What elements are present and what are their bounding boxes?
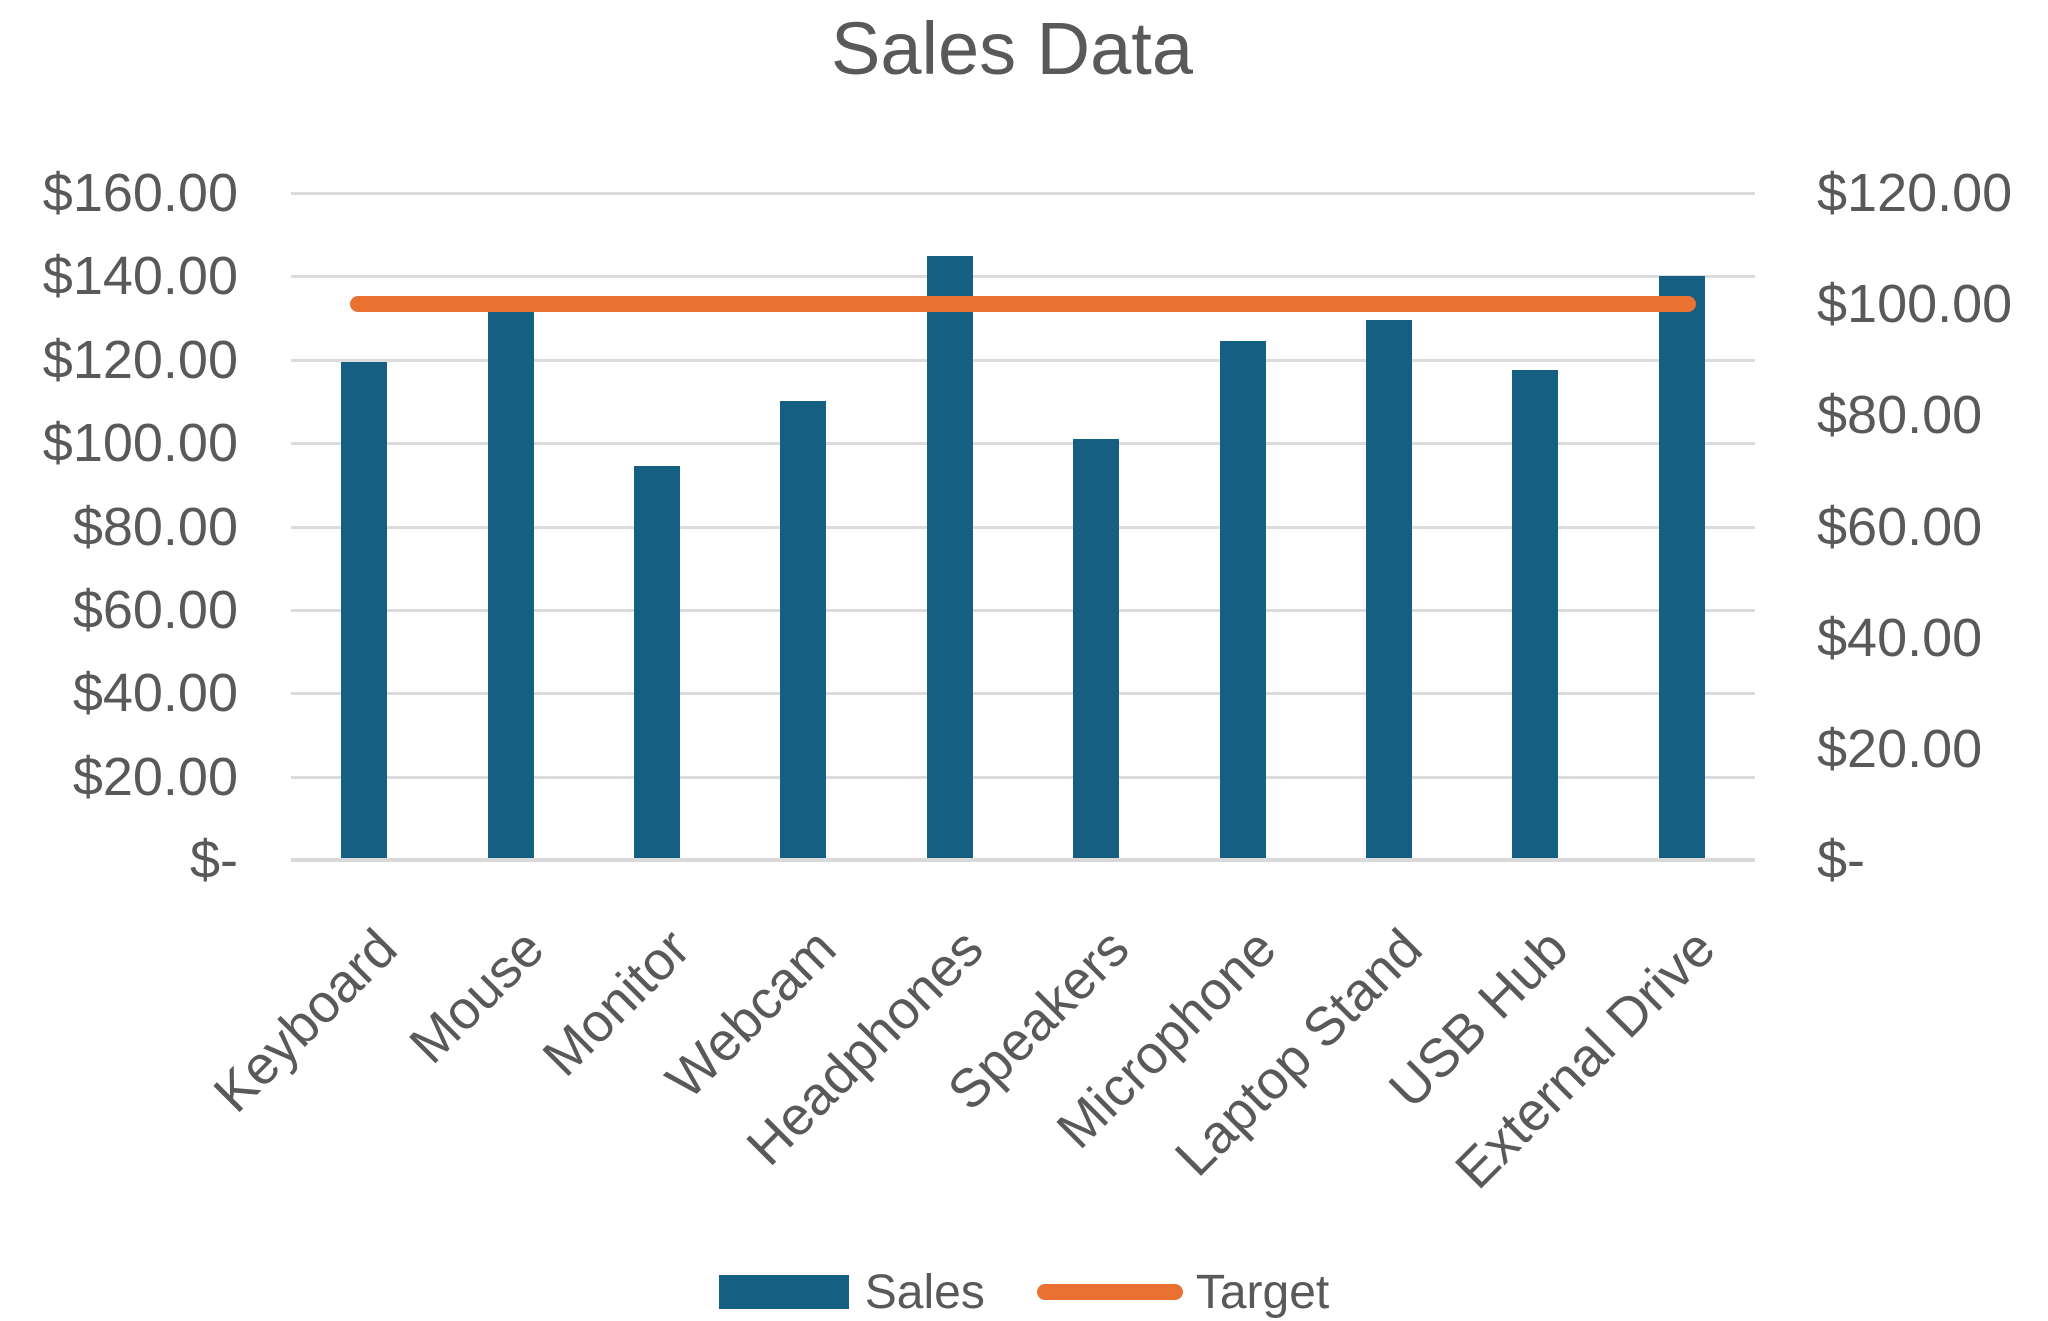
gridline — [291, 609, 1755, 612]
left-axis-tick-label: $140.00 — [42, 246, 238, 306]
target-series-swatch — [1036, 1284, 1183, 1300]
gridline — [291, 692, 1755, 695]
sales-series-swatch — [718, 1275, 849, 1309]
sales-bar-monitor[interactable] — [634, 466, 680, 860]
legend-label-sales: Sales — [864, 1265, 985, 1319]
left-axis-tick-label: $100.00 — [42, 413, 238, 473]
right-axis-tick-label: $100.00 — [1817, 274, 2013, 334]
left-axis-tick-label: $60.00 — [72, 580, 238, 640]
left-axis-tick-label: $120.00 — [42, 330, 238, 390]
right-axis-tick-label: $20.00 — [1817, 719, 1983, 779]
left-axis-tick-label: $- — [189, 830, 238, 890]
right-axis-tick-label: $40.00 — [1817, 608, 1983, 668]
left-axis-tick-label: $80.00 — [72, 497, 238, 557]
legend: Sales Target — [0, 1264, 2048, 1320]
gridline — [291, 275, 1755, 278]
left-axis-tick-label: $40.00 — [72, 663, 238, 723]
right-axis-tick-label: $120.00 — [1817, 163, 2013, 223]
left-axis-tick-label: $20.00 — [72, 747, 238, 807]
target-line[interactable] — [350, 296, 1696, 312]
sales-bar-headphones[interactable] — [927, 256, 973, 860]
gridline — [291, 192, 1755, 195]
sales-bar-microphone[interactable] — [1220, 341, 1266, 860]
legend-label-target: Target — [1195, 1265, 1330, 1319]
right-axis-tick-label: $- — [1817, 830, 1866, 890]
gridline — [291, 442, 1755, 445]
gridline — [291, 526, 1755, 529]
gridline — [291, 359, 1755, 362]
right-axis-tick-label: $80.00 — [1817, 385, 1983, 445]
sales-bar-keyboard[interactable] — [341, 362, 387, 860]
right-axis-tick-label: $60.00 — [1817, 497, 1983, 557]
sales-bar-external-drive[interactable] — [1659, 276, 1705, 860]
chart-title: Sales Data — [831, 7, 1193, 90]
left-axis-tick-label: $160.00 — [42, 163, 238, 223]
legend-item-target[interactable]: Target — [1036, 1265, 1330, 1320]
sales-bar-laptop-stand[interactable] — [1366, 320, 1412, 860]
legend-item-sales[interactable]: Sales — [718, 1265, 985, 1320]
gridline — [291, 776, 1755, 779]
x-axis-line — [291, 858, 1755, 862]
sales-bar-mouse[interactable] — [488, 312, 534, 860]
sales-bar-webcam[interactable] — [780, 401, 826, 860]
sales-bar-usb-hub[interactable] — [1512, 370, 1558, 860]
sales-bar-speakers[interactable] — [1073, 439, 1119, 860]
